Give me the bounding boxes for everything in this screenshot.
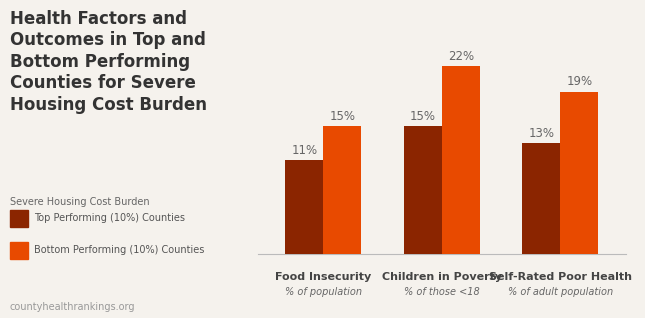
Text: Bottom Performing (10%) Counties: Bottom Performing (10%) Counties — [34, 245, 204, 255]
Text: 15%: 15% — [329, 110, 355, 122]
Text: 22%: 22% — [448, 50, 474, 63]
Text: Severe Housing Cost Burden: Severe Housing Cost Burden — [10, 197, 149, 207]
Text: Health Factors and
Outcomes in Top and
Bottom Performing
Counties for Severe
Hou: Health Factors and Outcomes in Top and B… — [10, 10, 206, 114]
Bar — [404, 126, 442, 254]
Text: Children in Poverty: Children in Poverty — [382, 272, 502, 281]
Bar — [522, 143, 561, 254]
Text: 15%: 15% — [410, 110, 436, 122]
Bar — [323, 126, 361, 254]
Text: Food Insecurity: Food Insecurity — [275, 272, 372, 281]
Bar — [442, 66, 480, 254]
Text: 13%: 13% — [528, 127, 555, 140]
Text: % of those <18: % of those <18 — [404, 287, 480, 297]
Bar — [285, 160, 323, 254]
Text: Top Performing (10%) Counties: Top Performing (10%) Counties — [34, 213, 184, 224]
Text: 19%: 19% — [566, 75, 593, 88]
Text: countyhealthrankings.org: countyhealthrankings.org — [10, 302, 135, 312]
Text: % of adult population: % of adult population — [508, 287, 613, 297]
Text: % of population: % of population — [284, 287, 362, 297]
Text: 11%: 11% — [291, 144, 317, 157]
Bar — [561, 92, 599, 254]
Text: Self-Rated Poor Health: Self-Rated Poor Health — [489, 272, 632, 281]
